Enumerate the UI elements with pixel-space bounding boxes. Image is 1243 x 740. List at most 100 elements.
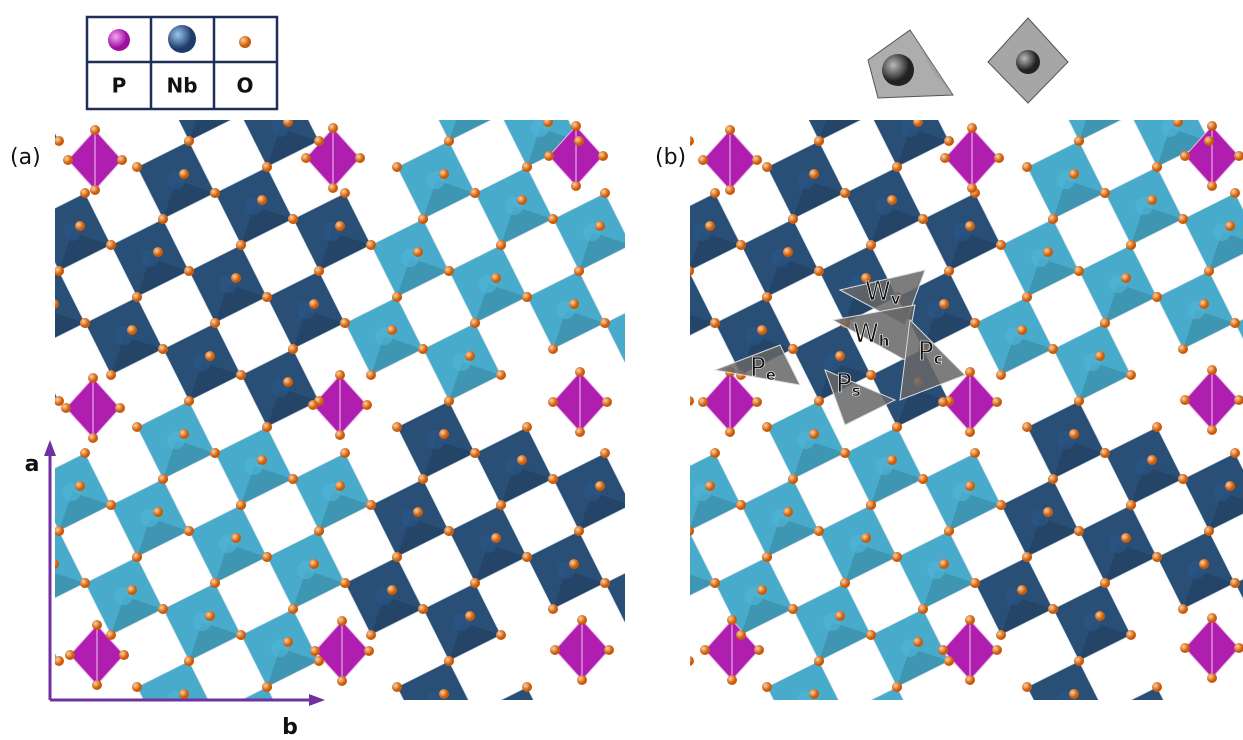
o-atom [783,247,793,257]
o-atom [1074,266,1084,276]
octahedron-face [819,622,871,661]
polyhedra-icons [867,17,1069,104]
o-atom [1178,604,1188,614]
o-atom [355,153,365,163]
o-atom [939,559,949,569]
o-atom [710,318,720,328]
o-atom [335,481,345,491]
o-atom [522,162,532,172]
o-atom [678,344,688,354]
o-atom [600,318,610,328]
o-atom [866,630,876,640]
octahedron-face [137,258,189,297]
site-subscript: e [766,366,776,384]
o-atom [1126,240,1136,250]
o-atom [892,682,902,692]
o-atom [117,155,127,165]
o-atom [1100,448,1110,458]
o-atom [606,110,616,120]
o-atom [809,689,819,699]
octahedron-face [1079,362,1131,401]
octahedron-face [1027,258,1079,297]
site-subscript: c [934,350,943,368]
o-atom [1207,365,1217,375]
o-atom [725,125,735,135]
o-atom [106,630,116,640]
o-atom [548,474,558,484]
o-atom [965,615,975,625]
octahedron-face [319,492,371,531]
o-atom [392,682,402,692]
octahedron [604,312,625,364]
o-atom [705,481,715,491]
nb-atom [505,717,523,735]
o-atom [236,630,246,640]
nb-atom [453,93,471,111]
o-atom [55,299,59,309]
o-atom [965,427,975,437]
o-atom [1230,578,1240,588]
octahedron-face [1053,180,1105,219]
nb-atom [661,509,679,527]
o-atom [366,630,376,640]
o-atom [704,526,714,536]
octahedron [690,272,716,336]
o-atom [308,400,318,410]
o-atom [158,344,168,354]
nb-atom [37,301,55,319]
octahedron-face [59,492,111,531]
nb-atom [635,327,653,345]
o-atom [788,214,798,224]
o-atom [970,448,980,458]
o-atom [340,448,350,458]
o-atom [632,292,642,302]
o-atom [892,162,902,172]
site-subscript: s [852,382,861,400]
octahedron [500,686,534,700]
o-atom [887,455,897,465]
octahedron-face [871,206,923,245]
octahedron-face [449,622,501,661]
nb-atom [641,379,659,397]
o-atom [470,708,480,718]
o-atom [262,292,272,302]
octahedron-face [553,310,605,349]
o-atom [1152,422,1162,432]
o-atom [439,689,449,699]
nb-atom [375,67,393,85]
site-symbol: P [750,353,766,383]
o-atom [132,422,142,432]
octahedron-face [475,544,527,583]
o-atom [569,299,579,309]
o-atom [236,110,246,120]
o-atom [1147,455,1157,465]
o-atom [600,58,610,68]
o-atom [840,578,850,588]
octahedron [345,37,423,115]
o-atom [236,500,246,510]
o-atom [548,344,558,354]
o-atom [762,552,772,562]
o-atom [28,604,38,614]
o-atom [658,214,668,224]
o-atom [1126,110,1136,120]
o-atom [236,240,246,250]
octahedron-face [690,314,715,336]
o-atom [65,650,75,660]
octahedron [1068,120,1122,142]
octahedron-face [637,388,689,427]
o-atom [88,373,98,383]
o-atom [106,500,116,510]
octahedron [611,349,689,427]
octahedron-face [423,700,475,739]
o-atom [90,125,100,135]
octahedron-face [55,313,85,338]
octahedron-face [741,76,793,115]
site-subscript: v [891,290,901,308]
o-atom [55,396,64,406]
o-atom [814,526,824,536]
octahedron-face [793,180,845,219]
o-atom [119,650,129,660]
o-atom [840,708,850,718]
